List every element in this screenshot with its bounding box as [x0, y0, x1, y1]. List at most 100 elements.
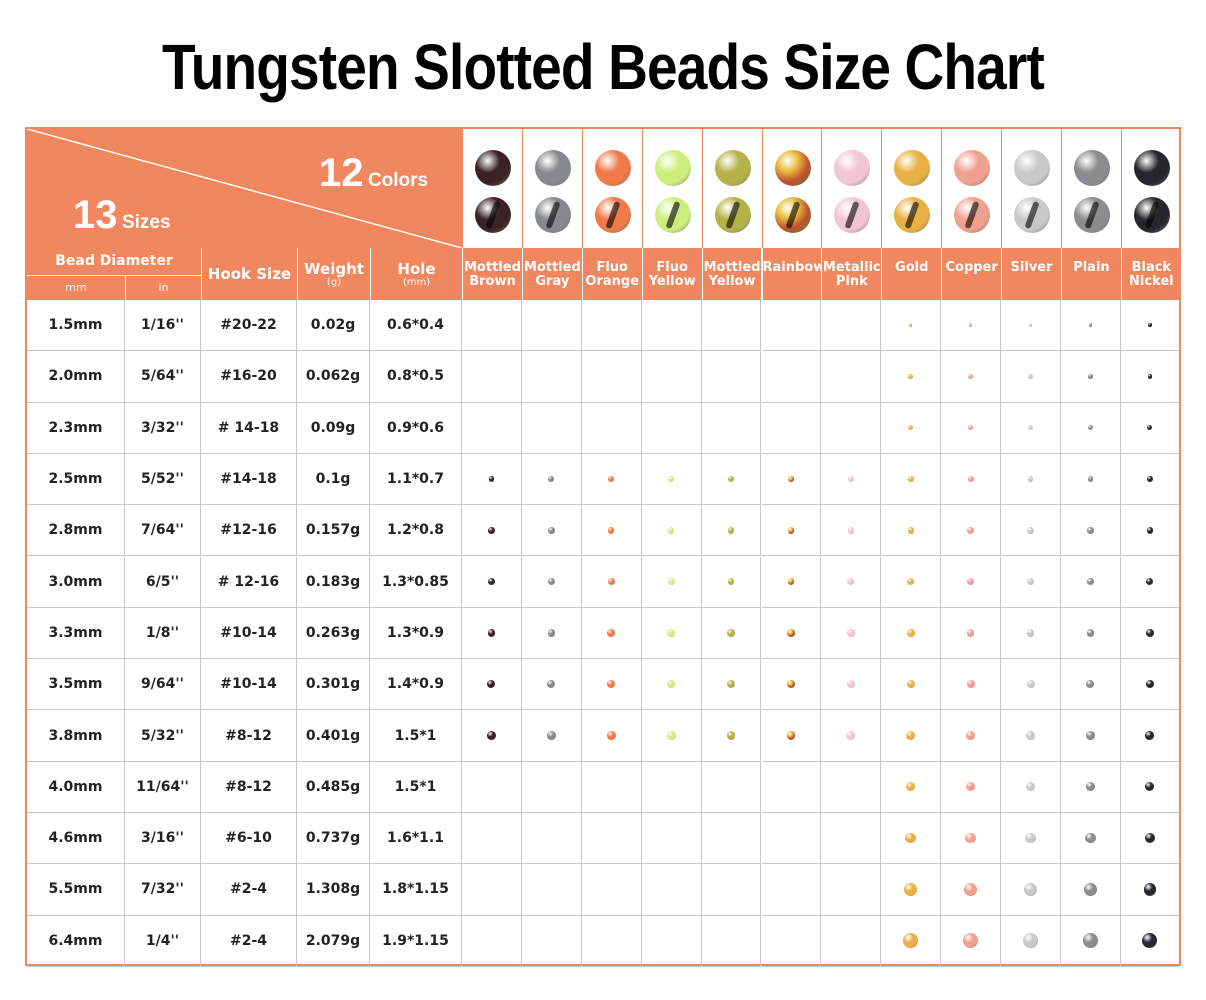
- cell-hole: 0.6*0.4: [370, 300, 462, 352]
- availability-cell: [1120, 351, 1179, 403]
- cell-hole: 0.8*0.5: [370, 351, 462, 403]
- bead-dot: [1026, 731, 1035, 740]
- color-name-line1: Black: [1131, 260, 1172, 275]
- color-name-line1: Fluo: [656, 260, 688, 275]
- hook-value: #2-4: [229, 881, 268, 898]
- cell-mm: 5.5mm: [27, 864, 125, 916]
- bead-dot: [547, 680, 556, 689]
- cell-in: 7/32'': [125, 864, 201, 916]
- bead-dot: [1144, 832, 1156, 844]
- cell-in: 1/16'': [125, 300, 201, 352]
- availability-cell: [701, 710, 762, 762]
- cell-hole: 1.3*0.85: [370, 556, 462, 608]
- hole-value: 1.6*1.1: [387, 830, 444, 847]
- availability-cell: [1061, 813, 1121, 865]
- availability-cell: [821, 915, 882, 967]
- availability-cell: [462, 351, 522, 403]
- availability-cell: [821, 505, 882, 557]
- color-header: Metallic Pink: [821, 248, 882, 300]
- bead-photo-slotted: [1133, 197, 1170, 233]
- hole-value: 1.5*1: [394, 778, 437, 795]
- availability-cell: [821, 351, 882, 403]
- in-value: 5/64'': [141, 368, 184, 385]
- bead-dot: [607, 680, 616, 689]
- bead-photo-front: [774, 150, 811, 186]
- hole-unit: (mm): [402, 277, 431, 288]
- availability-cell: [581, 710, 642, 762]
- bead-dot: [1025, 832, 1036, 844]
- availability-cell: [1001, 505, 1061, 557]
- hole-value: 1.4*0.9: [387, 676, 444, 693]
- cell-mm: 6.4mm: [27, 915, 125, 967]
- availability-cell: [881, 761, 942, 813]
- bead-photo-column: [1120, 129, 1181, 248]
- corner-header: 12 Colors 13 Sizes: [27, 129, 462, 248]
- cell-hook: # 12-16: [201, 556, 297, 608]
- availability-cell: [941, 710, 1002, 762]
- color-name-line1: Mottled: [703, 260, 761, 275]
- availability-cell: [1120, 608, 1179, 660]
- availability-cell: [881, 813, 942, 865]
- bead-dot: [1026, 629, 1035, 637]
- availability-cell: [1001, 453, 1061, 506]
- cell-mm: 3.3mm: [27, 607, 125, 660]
- cell-hole: 1.8*1.15: [370, 864, 462, 916]
- bead-dot: [488, 476, 495, 482]
- bead-photo-front: [1014, 150, 1051, 186]
- mm-value: 2.3mm: [48, 419, 103, 436]
- cell-in: 5/52'': [125, 453, 201, 506]
- bead-dot: [1146, 527, 1154, 534]
- availability-cell: [1061, 300, 1121, 352]
- availability-cell: [581, 351, 642, 403]
- cell-hook: #14-18: [201, 453, 297, 506]
- availability-cell: [701, 453, 762, 506]
- color-name-line1: Mottled: [523, 260, 581, 275]
- weight-unit: (g): [326, 277, 342, 288]
- bead-photo-front: [954, 150, 991, 186]
- cell-in: 7/64'': [125, 505, 201, 557]
- availability-cell: [1120, 813, 1179, 865]
- bead-photo-slotted: [774, 197, 811, 233]
- availability-cell: [581, 505, 642, 557]
- bead-photo-column: [521, 129, 582, 248]
- in-value: 1/16'': [141, 317, 184, 334]
- bead-dot: [1145, 782, 1155, 792]
- cell-weight: 0.183g: [297, 556, 370, 608]
- bead-dot: [967, 425, 974, 431]
- availability-cell: [641, 813, 702, 865]
- cell-mm: 3.0mm: [27, 556, 125, 608]
- bead-dot: [967, 476, 974, 482]
- availability-cell: [462, 659, 522, 711]
- bead-dot: [1146, 629, 1154, 637]
- color-header: Black Nickel: [1120, 248, 1181, 300]
- weight-value: 0.301g: [305, 676, 361, 693]
- page-title: Tungsten Slotted Beads Size Chart: [162, 31, 1045, 103]
- availability-cell: [1001, 864, 1061, 916]
- availability-cell: [1061, 659, 1121, 711]
- availability-cell: [641, 556, 702, 608]
- cell-weight: 0.485g: [297, 761, 370, 813]
- bead-dot: [727, 578, 735, 586]
- bead-dot: [546, 731, 556, 740]
- bead-dot: [608, 527, 615, 534]
- bead-dot: [1087, 425, 1094, 431]
- bead-dot: [1087, 578, 1094, 586]
- mm-value: 3.3mm: [48, 624, 103, 641]
- sizes-count: 13: [73, 193, 118, 237]
- cell-mm: 3.5mm: [27, 659, 125, 711]
- bead-dot: [727, 680, 736, 689]
- availability-cell: [881, 864, 942, 916]
- bead-photo-slotted: [714, 197, 751, 233]
- cell-in: 5/32'': [125, 710, 201, 762]
- header-hole: Hole (mm): [371, 248, 462, 300]
- availability-cell: [701, 505, 762, 557]
- availability-cell: [1001, 402, 1061, 454]
- cell-hook: #16-20: [201, 351, 297, 403]
- hole-value: 1.9*1.15: [382, 932, 449, 949]
- bead-dot: [1028, 323, 1033, 327]
- bead-photo-column: [821, 129, 881, 248]
- cell-hook: #12-16: [201, 505, 297, 557]
- colors-label: Colors: [367, 170, 429, 191]
- availability-cell: [701, 761, 762, 813]
- bead-photo-column: [641, 129, 702, 248]
